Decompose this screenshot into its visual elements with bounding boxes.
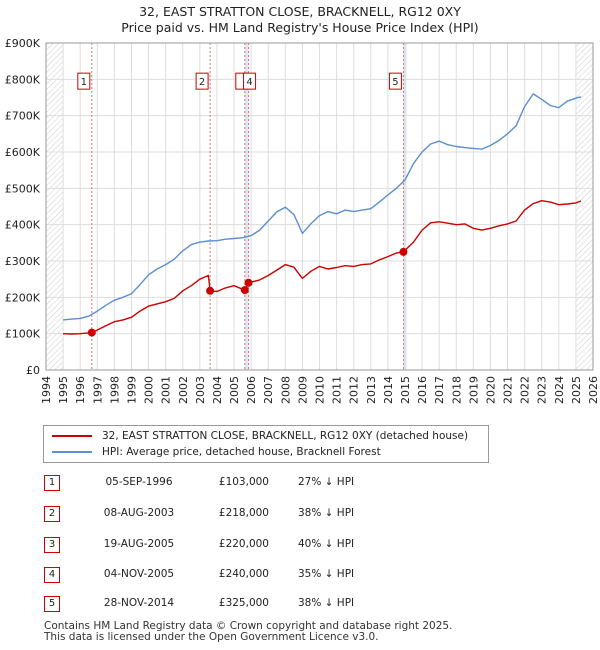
x-tick-label: 1995	[57, 376, 70, 404]
sale-box-label: 1	[81, 77, 87, 88]
x-tick-label: 2013	[365, 376, 378, 404]
transaction-date: 04-NOV-2005	[103, 568, 175, 580]
sale-point	[87, 328, 96, 337]
x-tick-label: 2016	[416, 376, 429, 404]
transaction-hpi-diff: 35% ↓ HPI	[298, 568, 355, 580]
x-tick-label: 2026	[587, 376, 600, 404]
x-tick-label: 1998	[108, 376, 121, 404]
y-tick-label: £800K	[5, 73, 41, 86]
x-tick-label: 2022	[519, 376, 532, 404]
legend-entry-hpi: HPI: Average price, detached house, Brac…	[52, 445, 381, 459]
y-tick-label: £0	[26, 364, 40, 377]
transaction-price: £220,000	[218, 538, 269, 550]
hpi-series-line	[63, 93, 582, 321]
y-tick-label: £600K	[5, 146, 41, 159]
hatched-region	[46, 43, 64, 370]
x-tick-label: 2020	[484, 376, 497, 404]
chart-title-line-2: Price paid vs. HM Land Registry's House …	[121, 20, 479, 35]
transaction-date: 19-AUG-2005	[103, 538, 175, 550]
sale-point	[206, 286, 215, 295]
x-tick-label: 2005	[228, 376, 241, 404]
x-tick-label: 2009	[296, 376, 309, 404]
transaction-date: 05-SEP-1996	[105, 476, 173, 488]
legend-label-property: 32, EAST STRATTON CLOSE, BRACKNELL, RG12…	[102, 430, 469, 442]
transaction-price: £325,000	[218, 597, 269, 609]
transaction-hpi-diff: 38% ↓ HPI	[298, 597, 355, 609]
transaction-hpi-diff: 40% ↓ HPI	[298, 538, 355, 550]
sale-point	[244, 278, 253, 287]
transaction-number: 1	[44, 475, 60, 491]
footer-licence: This data is licensed under the Open Gov…	[44, 631, 379, 643]
x-tick-label: 2007	[262, 376, 275, 404]
footer-attribution: Contains HM Land Registry data © Crown c…	[44, 621, 452, 643]
x-tick-label: 2023	[536, 376, 549, 404]
sale-box-label: 2	[199, 77, 205, 88]
y-tick-label: £500K	[5, 182, 41, 195]
x-tick-label: 2000	[143, 376, 156, 404]
x-tick-label: 2006	[245, 376, 258, 404]
transaction-date: 28-NOV-2014	[103, 597, 175, 609]
transaction-date: 08-AUG-2003	[103, 507, 175, 519]
sale-point	[399, 247, 408, 256]
legend-label-hpi: HPI: Average price, detached house, Brac…	[102, 446, 381, 458]
hatched-region	[575, 43, 593, 370]
x-tick-label: 1999	[125, 376, 138, 404]
sale-box	[243, 72, 257, 90]
axes-frame	[45, 42, 594, 371]
transaction-number: 4	[44, 567, 60, 583]
legend-swatch-hpi	[52, 451, 92, 453]
x-tick-label: 2025	[570, 376, 583, 404]
transaction-hpi-diff: 27% ↓ HPI	[298, 476, 355, 488]
x-tick-label: 2019	[467, 376, 480, 404]
y-tick-label: £400K	[5, 219, 41, 232]
x-tick-label: 2002	[177, 376, 190, 404]
legend-swatch-property	[52, 435, 92, 437]
transaction-hpi-diff: 38% ↓ HPI	[298, 507, 355, 519]
y-tick-label: £300K	[5, 255, 41, 268]
transaction-number: 5	[44, 596, 60, 612]
x-tick-label: 2003	[194, 376, 207, 404]
y-tick-label: £900K	[5, 37, 41, 50]
y-tick-label: £700K	[5, 110, 41, 123]
sale-box-label: 4	[246, 77, 252, 88]
x-tick-label: 2024	[553, 376, 566, 404]
highlight-band	[244, 43, 249, 370]
y-tick-label: £100K	[5, 328, 41, 341]
x-tick-label: 2008	[279, 376, 292, 404]
sale-box-label: 5	[392, 77, 398, 88]
transaction-number: 3	[44, 537, 60, 553]
property-series-line	[63, 199, 582, 335]
legend-entry-property: 32, EAST STRATTON CLOSE, BRACKNELL, RG12…	[52, 429, 468, 443]
transaction-price: £103,000	[218, 476, 269, 488]
x-tick-label: 1997	[91, 376, 104, 404]
x-tick-label: 1994	[40, 376, 53, 404]
sale-box	[195, 72, 209, 90]
x-tick-label: 2021	[502, 376, 515, 404]
x-tick-label: 2010	[314, 376, 327, 404]
sale-box	[388, 72, 402, 90]
x-tick-label: 2012	[348, 376, 361, 404]
x-tick-label: 2017	[433, 376, 446, 404]
chart-legend: 32, EAST STRATTON CLOSE, BRACKNELL, RG12…	[43, 425, 489, 463]
price-chart: 1 2 4 5 £0 £100K £200K £300K £400K £500K £600K £70…	[5, 37, 600, 404]
sale-point	[240, 286, 249, 295]
transaction-price: £240,000	[218, 568, 269, 580]
chart-title-line-1: 32, EAST STRATTON CLOSE, BRACKNELL, RG12…	[139, 4, 461, 19]
transaction-number: 2	[44, 506, 60, 522]
transaction-price: £218,000	[218, 507, 269, 519]
sale-box	[77, 72, 91, 90]
x-tick-label: 2015	[399, 376, 412, 404]
x-tick-label: 2014	[382, 376, 395, 404]
x-tick-label: 2004	[211, 376, 224, 404]
footer-copyright: Contains HM Land Registry data © Crown c…	[44, 620, 453, 632]
y-tick-label: £200K	[5, 291, 41, 304]
x-tick-label: 1996	[74, 376, 87, 404]
x-tick-label: 2011	[331, 376, 344, 404]
x-tick-label: 2018	[450, 376, 463, 404]
x-tick-label: 2001	[160, 376, 173, 404]
